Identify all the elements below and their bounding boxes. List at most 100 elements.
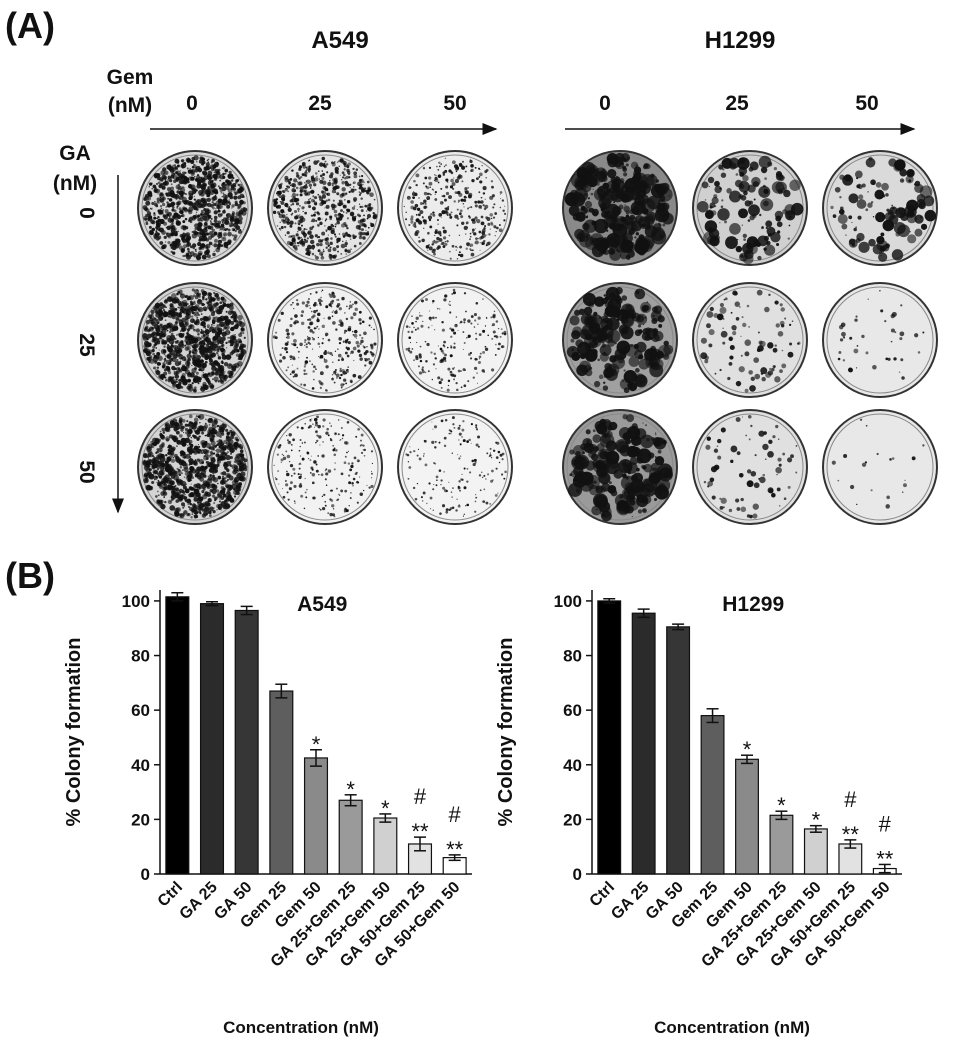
colony <box>279 196 282 199</box>
colony <box>349 211 355 217</box>
colony <box>334 213 338 217</box>
colony <box>281 189 284 193</box>
colony <box>176 430 180 435</box>
colony <box>294 210 298 214</box>
cell-line: H1299 <box>705 27 776 54</box>
colony <box>191 382 194 385</box>
colony <box>179 187 186 193</box>
colony <box>459 209 463 213</box>
colony <box>205 376 208 379</box>
colony <box>219 339 222 341</box>
colony <box>165 300 167 302</box>
colony <box>346 347 350 351</box>
colony <box>471 228 475 232</box>
colony <box>181 375 184 378</box>
colony <box>338 337 342 341</box>
colony <box>177 183 181 186</box>
colony <box>475 426 478 429</box>
colony <box>427 326 430 329</box>
colony <box>366 213 372 219</box>
colony <box>315 469 319 473</box>
colony <box>309 472 312 474</box>
colony <box>150 208 153 211</box>
colony <box>363 352 366 354</box>
colony <box>433 483 435 486</box>
colony <box>231 207 233 209</box>
colony <box>286 220 290 224</box>
plate <box>397 409 513 525</box>
colony <box>503 212 507 215</box>
colony <box>324 504 327 507</box>
colony <box>145 477 148 480</box>
colony <box>221 221 224 224</box>
colony <box>305 169 308 172</box>
colony <box>348 307 351 310</box>
colony <box>435 175 437 177</box>
colony <box>221 479 227 485</box>
colony <box>345 240 347 242</box>
colony <box>159 302 164 307</box>
colony <box>304 239 309 243</box>
colony <box>319 356 322 359</box>
colony <box>349 379 353 383</box>
colony <box>277 446 280 449</box>
colony <box>354 188 357 191</box>
colony <box>309 322 313 326</box>
colony <box>166 329 169 332</box>
colony <box>166 367 170 371</box>
colony <box>330 223 334 227</box>
colony <box>409 326 411 328</box>
colony <box>359 492 364 496</box>
colony <box>239 229 242 231</box>
colony <box>296 302 300 306</box>
colony <box>314 254 317 257</box>
colony <box>208 174 214 180</box>
colony <box>156 197 161 202</box>
colony <box>200 385 203 388</box>
colony <box>421 320 424 323</box>
colony <box>308 254 311 257</box>
colony <box>324 501 326 503</box>
colony <box>161 378 164 381</box>
colony <box>197 333 200 336</box>
colony <box>196 501 199 504</box>
colony <box>463 318 467 322</box>
colony <box>459 489 461 492</box>
colony <box>461 180 464 183</box>
colony <box>489 228 491 230</box>
colony <box>186 424 190 427</box>
colony <box>289 184 292 186</box>
colony <box>225 310 228 313</box>
colony <box>490 316 493 319</box>
colony <box>290 358 292 361</box>
colony <box>217 185 220 188</box>
colony <box>592 188 594 190</box>
colony <box>280 311 284 316</box>
colony <box>309 328 313 333</box>
colony <box>234 202 239 207</box>
colony <box>458 174 462 178</box>
colony <box>153 354 158 359</box>
colony <box>495 335 499 339</box>
colony <box>176 190 180 194</box>
colony <box>489 213 493 217</box>
colony <box>319 251 324 256</box>
colony <box>455 249 457 251</box>
colony <box>339 174 341 176</box>
colony <box>463 198 467 202</box>
colony <box>169 450 175 456</box>
colony <box>181 418 186 423</box>
colony <box>433 239 435 242</box>
colony <box>424 205 428 209</box>
colony <box>160 433 163 437</box>
colony <box>156 467 160 471</box>
colony <box>162 175 168 180</box>
colony <box>358 191 361 193</box>
colony <box>661 186 664 190</box>
colony <box>326 206 328 208</box>
colony <box>189 461 193 466</box>
colony <box>213 229 215 231</box>
colony <box>436 479 438 482</box>
colony <box>318 238 323 243</box>
colony <box>317 249 321 253</box>
